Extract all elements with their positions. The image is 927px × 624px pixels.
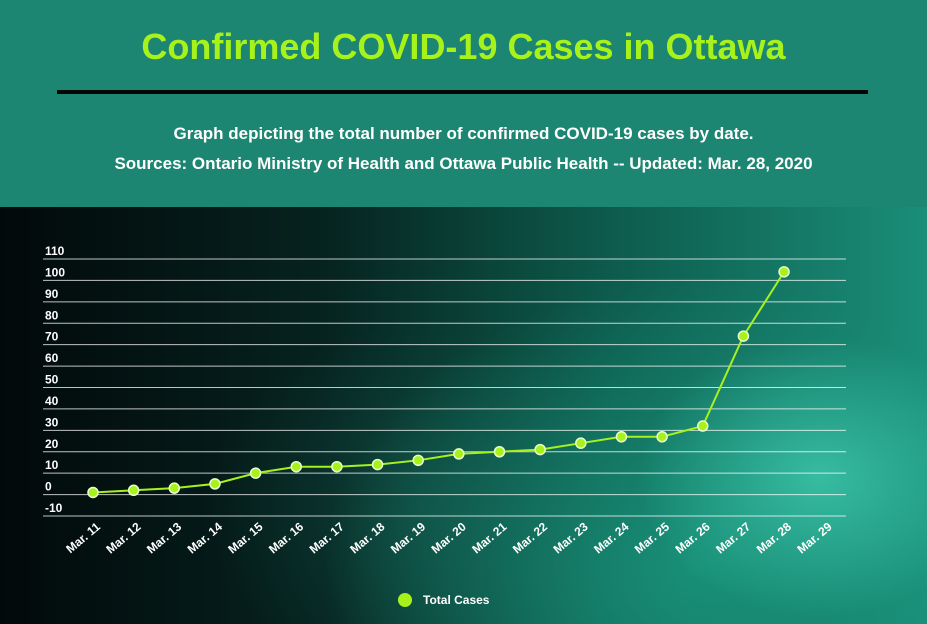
y-tick-label: 30 [45,415,59,429]
chart-title: Confirmed COVID-19 Cases in Ottawa [141,26,786,67]
x-tick-label: Mar. 25 [632,519,672,556]
chart-sources: Sources: Ontario Ministry of Health and … [114,154,813,173]
data-point [697,420,709,432]
data-point [778,266,790,278]
chart-area: -10 0 10 20 30 40 50 60 70 80 90 100 110 Mar. 11 Mar.… [0,207,927,624]
y-tick-label: 20 [45,437,59,451]
x-tick-label: Mar. 12 [103,519,143,556]
data-point [412,454,424,467]
data-point [371,458,384,471]
y-tick-label: 50 [45,373,59,387]
data-point [87,486,99,499]
header-banner: Confirmed COVID-19 Cases in Ottawa Graph… [0,0,927,207]
x-tick-label: Mar. 28 [754,519,794,556]
data-point [493,446,506,458]
legend-label: Total Cases [423,593,490,607]
x-tick-label: Mar. 26 [672,519,712,556]
x-tick-label: Mar. 23 [551,519,591,556]
x-tick-label: Mar. 16 [266,519,306,556]
y-tick-label: 110 [45,244,65,258]
x-tick-label: Mar. 19 [388,519,428,556]
y-tick-label: 0 [45,480,52,494]
gridlines [43,258,846,517]
x-tick-label: Mar. 22 [510,519,550,556]
y-tick-label: -10 [45,501,63,515]
title-divider [57,90,868,94]
x-tick-label: Mar. 15 [225,519,265,556]
x-tick-label: Mar. 11 [63,519,103,556]
data-point [534,443,546,456]
series-line [92,271,785,494]
y-axis-ticks: -10 0 10 20 30 40 50 60 70 80 90 100 110 [45,244,65,515]
x-tick-label: Mar. 27 [713,519,753,556]
y-tick-label: 100 [45,265,65,279]
legend-marker [398,593,412,607]
x-tick-label: Mar. 17 [307,519,347,556]
x-tick-label: Mar. 29 [794,519,834,556]
x-tick-label: Mar. 20 [429,519,469,556]
data-point [453,448,465,460]
x-tick-label: Mar. 24 [591,519,631,556]
y-tick-label: 70 [45,330,59,344]
data-point [331,460,343,473]
y-tick-label: 40 [45,394,59,408]
y-tick-label: 10 [45,458,59,472]
series-total-cases [87,266,790,499]
legend: Total Cases [398,593,490,607]
x-tick-label: Mar. 18 [347,519,387,556]
data-point [615,431,628,443]
x-axis-ticks: Mar. 11 Mar. 12 Mar. 13 Mar. 14 Mar. 15 Mar. … [63,519,835,556]
data-point [249,467,262,479]
data-point [209,478,221,490]
data-point [127,484,140,497]
y-tick-label: 90 [45,287,59,301]
chart-subtitle: Graph depicting the total number of conf… [173,124,754,143]
x-tick-label: Mar. 14 [185,519,225,556]
x-tick-label: Mar. 21 [469,519,509,556]
data-point [575,437,587,449]
data-point [656,431,668,443]
data-point [168,482,181,494]
y-tick-label: 60 [45,351,59,365]
y-tick-label: 80 [45,308,59,322]
x-tick-label: Mar. 13 [144,519,184,556]
data-point [737,330,750,342]
data-point [290,460,302,473]
